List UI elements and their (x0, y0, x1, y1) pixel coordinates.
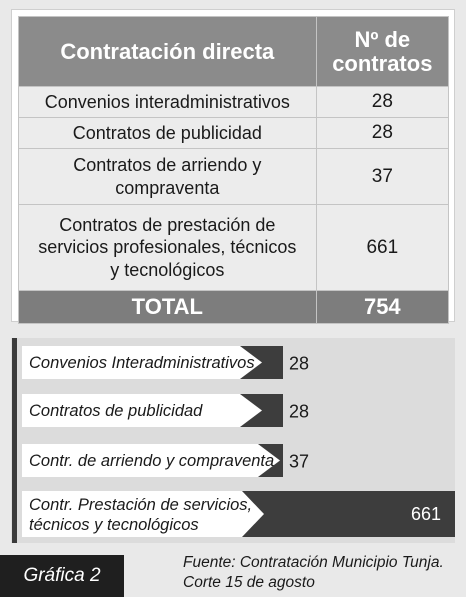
row-label-text: Contratos de arriendo y compraventa (73, 155, 262, 198)
bar-value-label: 28 (289, 402, 309, 422)
bar-category-label: Convenios Interadministrativos (29, 354, 255, 372)
row-label: Contratos de prestación de servicios pro… (18, 204, 317, 291)
bar-value-label: 37 (289, 452, 309, 472)
row-value: 28 (315, 117, 450, 149)
total-value: 754 (315, 290, 450, 324)
bar-category-label: Contr. de arriendo y compraventa (29, 452, 274, 470)
bar-label-box-0 (22, 346, 262, 379)
header-contract-count: Nº de contratos (315, 16, 450, 87)
source-note: Fuente: Contratación Municipio Tunja. Co… (183, 553, 466, 593)
contracts-table: Contratación directa Nº de contratos Con… (18, 16, 450, 324)
bar-value-label: 28 (289, 354, 309, 374)
row-value: 28 (315, 86, 450, 118)
row-value: 661 (315, 204, 450, 291)
chart-axis-line (12, 338, 17, 543)
table-header-row: Contratación directa Nº de contratos (18, 16, 450, 87)
bar-category-label: Contr. Prestación de servicios, (29, 496, 252, 514)
bar-category-label: Contratos de publicidad (29, 402, 203, 420)
header-contracting-type: Contratación directa (18, 16, 317, 87)
bar-category-label: técnicos y tecnológicos (29, 516, 199, 534)
source-line-2: Corte 15 de agosto (183, 574, 315, 592)
row-label: Contratos de publicidad (18, 117, 317, 149)
row-label: Contratos de arriendo y compraventa (18, 148, 317, 205)
row-label-text: Contratos de prestación de servicios pro… (38, 214, 297, 280)
source-line-1: Fuente: Contratación Municipio Tunja. (183, 554, 444, 571)
header-contract-count-text: Nº de contratos (332, 27, 433, 76)
total-label: TOTAL (18, 290, 317, 324)
table-row: Convenios interadministrativos 28 (18, 86, 450, 118)
table-row: Contratos de prestación de servicios pro… (18, 204, 450, 291)
bar-3 (235, 491, 455, 537)
bar-value-label: 661 (411, 504, 441, 524)
bar-label-box-1 (22, 394, 262, 427)
row-label: Convenios interadministrativos (18, 86, 317, 118)
chart-badge: Gráfica 2 (0, 555, 124, 597)
bar-label-box-3 (22, 491, 264, 537)
contracts-table-frame: Contratación directa Nº de contratos Con… (11, 9, 455, 324)
table-total-row: TOTAL 754 (18, 290, 450, 324)
bar-label-box-2 (22, 444, 280, 477)
table-row: Contratos de publicidad 28 (18, 117, 450, 149)
